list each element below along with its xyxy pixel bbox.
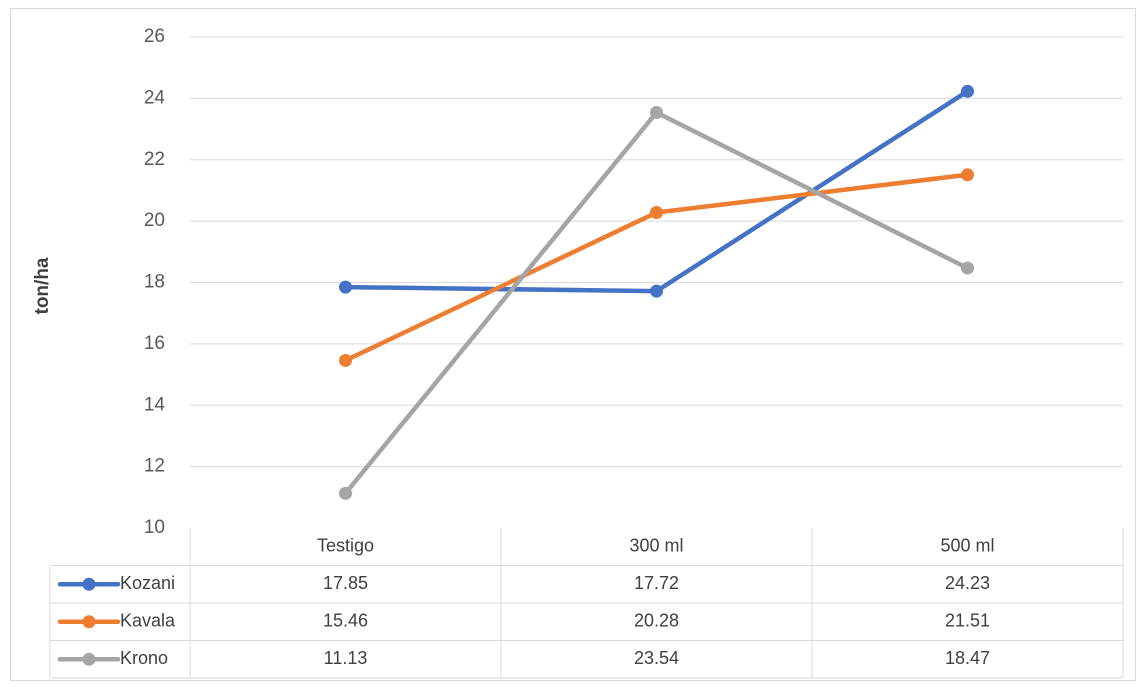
data-point-kavala <box>961 168 974 182</box>
x-category-label: 500 ml <box>940 536 994 556</box>
data-point-kozani <box>339 280 352 294</box>
y-tick-label: 16 <box>144 333 165 354</box>
table-cell-value: 17.85 <box>323 573 368 593</box>
table-cell-value: 18.47 <box>945 648 990 668</box>
data-point-kozani <box>961 84 974 98</box>
data-point-kavala <box>339 353 352 367</box>
y-tick-label: 14 <box>144 394 166 415</box>
data-table: Testigo 300 ml 500 ml Kozani 17.85 17.72 24.23… <box>49 528 1124 679</box>
y-tick-label: 22 <box>144 149 165 170</box>
table-cell-value: 24.23 <box>945 573 990 593</box>
series-line-kavala <box>343 172 970 363</box>
legend-label: Krono <box>120 648 168 668</box>
y-tick-label: 12 <box>144 456 165 477</box>
y-tick-label: 18 <box>144 272 165 293</box>
data-point-kavala <box>650 206 663 220</box>
table-cell-value: 15.46 <box>323 611 368 631</box>
x-category-label: Testigo <box>317 536 374 556</box>
table-cell-value: 20.28 <box>634 611 679 631</box>
legend-label: Kozani <box>120 573 175 593</box>
table-cell-value: 21.51 <box>945 611 990 631</box>
x-category-label: 300 ml <box>629 536 683 556</box>
data-point-kozani <box>650 284 663 298</box>
legend-marker-kozani <box>82 577 96 591</box>
legend-marker-kavala <box>82 615 96 629</box>
chart-frame <box>10 8 1136 681</box>
legend-marker-krono <box>82 652 96 666</box>
series-line-krono <box>343 110 970 496</box>
data-point-krono <box>339 486 352 500</box>
table-cell-value: 23.54 <box>634 648 679 668</box>
y-tick-label: 20 <box>144 210 165 231</box>
legend-label: Kavala <box>120 611 176 631</box>
y-tick-label: 10 <box>144 517 165 538</box>
series-lines <box>339 84 974 500</box>
gridlines <box>190 36 1123 468</box>
table-cell-value: 11.13 <box>324 648 368 668</box>
y-tick-label: 24 <box>144 87 166 108</box>
y-axis: 10 12 14 16 18 20 22 24 26 <box>144 26 166 538</box>
data-point-krono <box>961 261 974 275</box>
data-point-krono <box>650 105 663 119</box>
series-line-kozani <box>343 89 970 294</box>
y-tick-label: 26 <box>144 26 165 47</box>
y-axis-title: ton/ha <box>32 257 53 314</box>
table-cell-value: 17.72 <box>634 573 679 593</box>
